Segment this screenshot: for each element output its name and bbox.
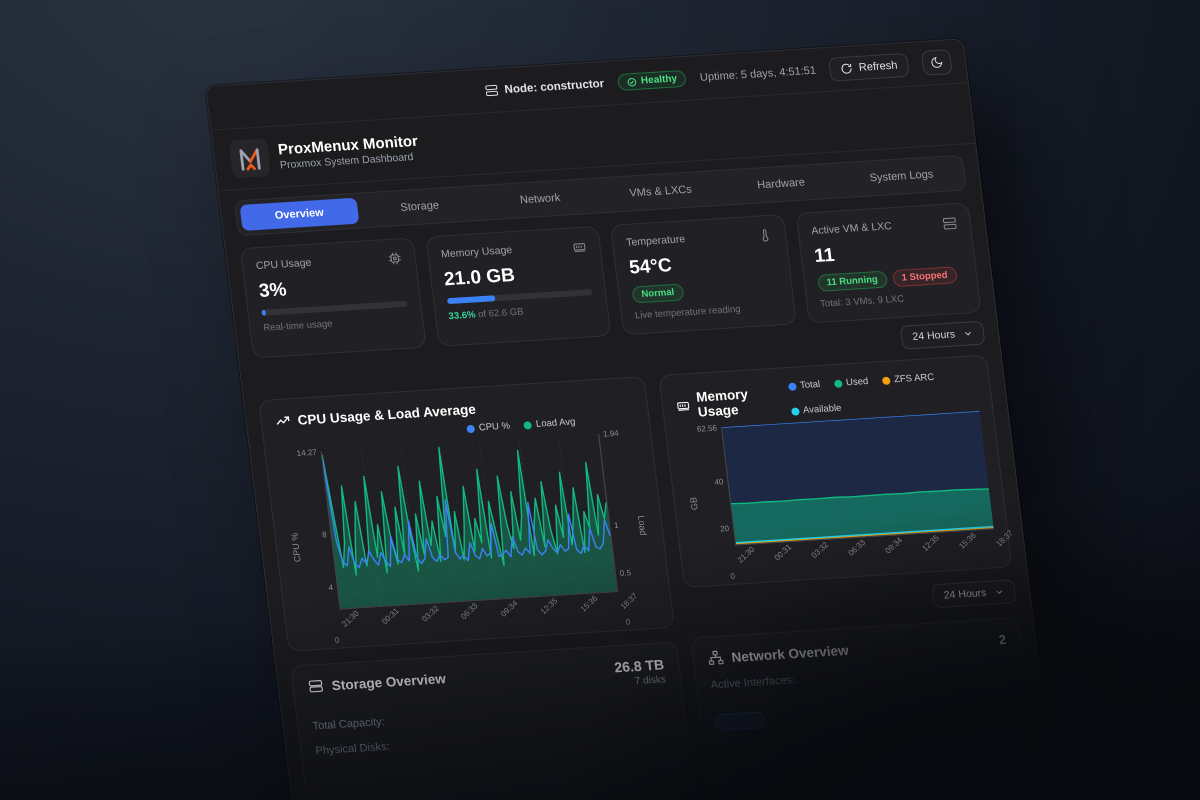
server-icon <box>485 84 499 97</box>
thermometer-icon <box>762 229 768 242</box>
chevron-down-icon <box>965 331 971 336</box>
storage-total-value: 26.8 TB <box>613 656 666 676</box>
health-badge: Healthy <box>617 69 688 92</box>
server-stack-icon <box>942 217 957 230</box>
cpu-chip-icon <box>388 252 401 265</box>
active-vm-lxc-card: Active VM & LXC 11 11 Running 1 Stopped … <box>795 202 982 324</box>
memory-chart-icon <box>677 401 690 411</box>
theme-toggle-button[interactable] <box>920 49 953 76</box>
proxmenux-logo <box>228 138 272 179</box>
uptime-text: Uptime: 5 days, 4:51:51 <box>699 64 817 84</box>
vm-stopped-badge: 1 Stopped <box>891 266 958 288</box>
vm-card-title: Active VM & LXC <box>810 220 893 238</box>
storage-disks-icon <box>308 680 323 693</box>
memory-chart-card: Memory Usage Total Used ZFS ARC Available G… <box>658 354 1015 588</box>
chevron-down-icon <box>996 590 1003 595</box>
memory-caption: 33.6% of 62.6 GB <box>448 302 595 322</box>
trending-up-icon <box>276 416 290 425</box>
storage-title: Storage Overview <box>330 670 447 693</box>
proxmenux-dashboard-window: Node: constructor Healthy Uptime: 5 days… <box>205 38 1070 800</box>
tab-network[interactable]: Network <box>480 183 600 216</box>
temperature-caption: Live temperature reading <box>634 303 742 322</box>
memory-caption-percent: 33.6% <box>447 309 477 323</box>
refresh-label: Refresh <box>858 59 899 74</box>
moon-icon <box>931 57 943 68</box>
cpu-progress-fill <box>261 309 267 316</box>
cpu-load-chart-card: CPU Usage & Load Average CPU % Load Avg C… <box>258 375 675 652</box>
content-columns: CPU Usage & Load Average CPU % Load Avg C… <box>258 354 1041 800</box>
time-range-top-label: 24 Hours <box>911 328 956 344</box>
storage-overview-card: Storage Overview 26.8 TB 7 disks Total C… <box>290 641 699 800</box>
network-interfaces-count: 2 <box>997 631 1007 648</box>
network-overview-card: Network Overview 2 Active Interfaces: <box>689 616 1041 800</box>
memory-chart: GB 62.56 40 20 0 21:30 00:31 03:32 06:33 09:34 1… <box>679 411 1015 581</box>
tab-overview[interactable]: Overview <box>239 197 360 231</box>
time-range-bottom-label: 24 Hours <box>943 586 988 602</box>
temperature-status-badge: Normal <box>631 283 685 304</box>
tab-hardware[interactable]: Hardware <box>721 167 841 200</box>
cpu-load-chart: CPU % 14.27 8 4 0 21:30 00:31 03:32 06:33 09:34… <box>279 429 660 645</box>
memory-chart-title: Memory Usage <box>695 386 749 420</box>
temperature-value: 54°C <box>628 255 673 279</box>
storage-disks-value: 7 disks <box>634 674 667 688</box>
time-range-select-bottom[interactable]: 24 Hours <box>931 579 1017 609</box>
memory-usage-card: Memory Usage 21.0 GB 33.6% of 62.6 GB <box>424 225 612 347</box>
refresh-icon <box>841 63 852 74</box>
cpu-caption: Real-time usage <box>262 318 334 334</box>
vm-caption: Total: 3 VMs, 9 LXC <box>819 293 905 310</box>
cpu-value: 3% <box>257 279 288 302</box>
tab-storage[interactable]: Storage <box>360 190 480 223</box>
node-label: Node: constructor <box>503 77 605 96</box>
vm-count-value: 11 <box>813 244 836 268</box>
logo-m-icon <box>239 148 261 171</box>
memory-chart-plot <box>720 411 994 546</box>
network-topology-icon <box>708 650 724 666</box>
right-column: Memory Usage Total Used ZFS ARC Available G… <box>658 354 1041 800</box>
memory-icon <box>573 243 586 252</box>
time-range-select-top[interactable]: 24 Hours <box>900 320 986 350</box>
interface-badge <box>714 711 767 732</box>
memory-value: 21.0 GB <box>442 264 517 291</box>
temperature-card: Temperature 54°C Normal Live temperature… <box>609 213 797 336</box>
memory-caption-rest: of 62.6 GB <box>474 306 525 321</box>
memory-progress-track <box>446 289 593 305</box>
tab-vms-lxcs[interactable]: VMs & LXCs <box>601 175 721 208</box>
cpu-progress-track <box>261 300 408 316</box>
cpu-card-title: CPU Usage <box>255 256 313 273</box>
memory-card-title: Memory Usage <box>440 244 513 261</box>
temperature-card-title: Temperature <box>625 233 686 249</box>
check-circle-icon <box>627 77 637 86</box>
tab-system-logs[interactable]: System Logs <box>842 160 962 193</box>
refresh-button[interactable]: Refresh <box>828 52 910 82</box>
time-range-row-bottom: 24 Hours <box>685 579 1017 624</box>
cpu-chart-legend: CPU % Load Avg <box>466 416 576 434</box>
vm-running-badge: 11 Running <box>816 270 888 292</box>
node-indicator: Node: constructor <box>485 77 605 97</box>
memory-chart-legend: Total Used ZFS ARC Available <box>787 369 978 417</box>
network-title: Network Overview <box>730 642 850 665</box>
left-column: CPU Usage & Load Average CPU % Load Avg C… <box>258 375 699 800</box>
health-label: Healthy <box>640 73 678 87</box>
cpu-usage-card: CPU Usage 3% Real-time usage <box>239 237 427 359</box>
memory-progress-fill <box>446 295 496 305</box>
cpu-chart-plot <box>320 433 619 610</box>
